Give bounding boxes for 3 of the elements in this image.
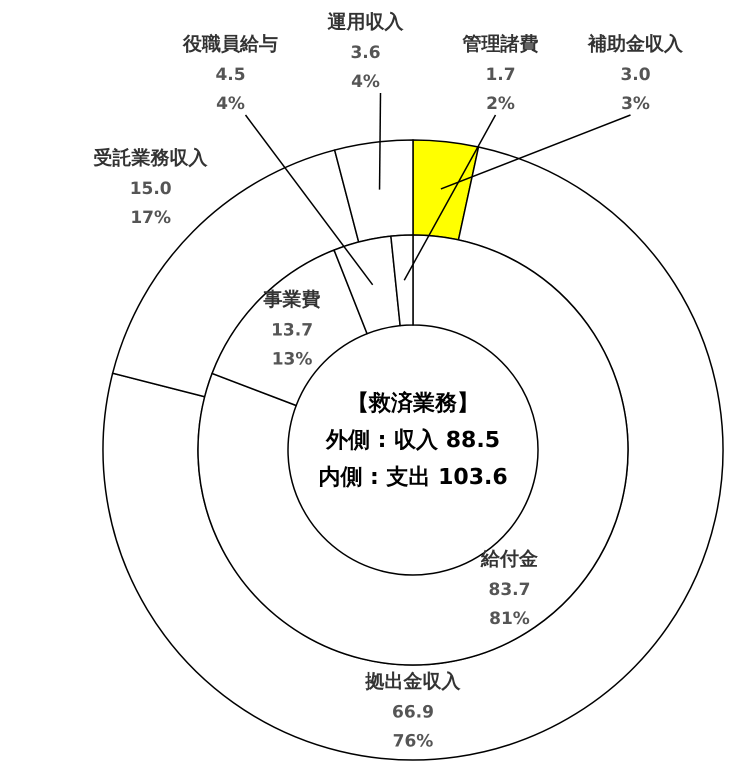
- text: 【救済業務】: [347, 390, 479, 416]
- text: 内側 : 支出 103.6: [318, 465, 508, 490]
- text: 外側 : 収入 88.5: [324, 428, 500, 453]
